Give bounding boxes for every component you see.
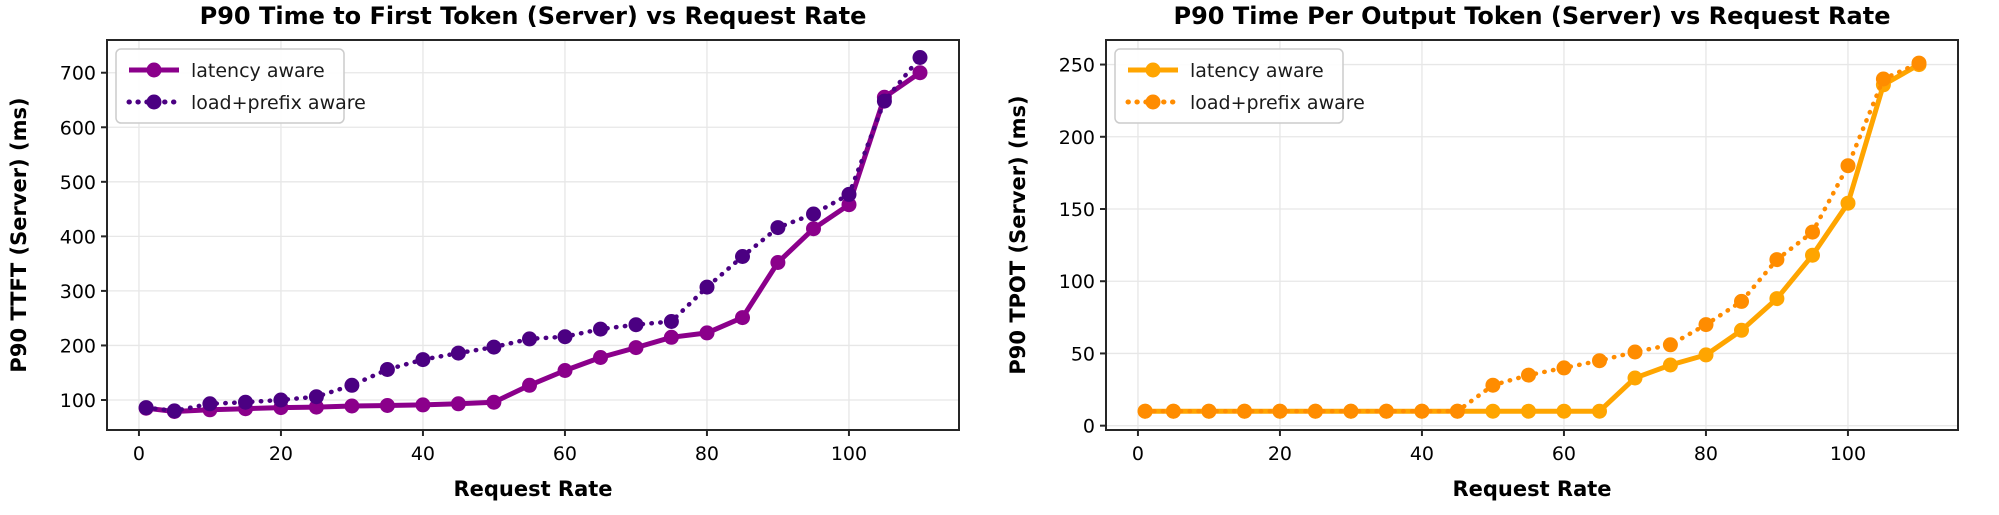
data-points <box>138 50 928 419</box>
y-tick-label: 200 <box>1059 127 1095 149</box>
ttft-chart-canvas: 0 20 40 60 80 100 100 200 300 400 500 600 700 P90 Tim… <box>7 2 960 501</box>
y-tick-label: 100 <box>1059 271 1095 293</box>
ttft-chart: 0 20 40 60 80 100 100 200 300 400 500 600 700 P90 Tim… <box>0 0 999 515</box>
tick-marks <box>1100 63 1849 436</box>
series-load-prefix-aware <box>1137 55 1927 419</box>
legend: latency aware load+prefix aware <box>115 48 366 124</box>
x-tick-label: 60 <box>553 443 577 465</box>
plot-border <box>106 39 960 431</box>
y-tick-label: 100 <box>60 390 96 412</box>
x-tick-label: 100 <box>831 443 867 465</box>
legend-sample-marker <box>1145 94 1161 110</box>
y-tick-label: 600 <box>60 117 96 139</box>
x-axis-label: Request Rate <box>1452 477 1611 501</box>
x-tick-label: 40 <box>1410 443 1434 465</box>
x-tick-label: 0 <box>1132 443 1144 465</box>
y-tick-label: 200 <box>60 335 96 357</box>
legend-sample-marker <box>146 94 162 110</box>
x-tick-label: 0 <box>133 443 145 465</box>
y-tick-label: 300 <box>60 281 96 303</box>
legend-label: latency aware <box>191 60 325 82</box>
x-tick-label: 20 <box>269 443 293 465</box>
y-tick-label: 700 <box>60 63 96 85</box>
y-tick-label: 500 <box>60 172 96 194</box>
y-tick-label: 0 <box>1083 416 1095 438</box>
legend-sample-marker <box>1145 62 1161 78</box>
y-tick-label: 250 <box>1059 55 1095 77</box>
chart-title: P90 Time to First Token (Server) vs Requ… <box>200 2 867 30</box>
y-axis-label: P90 TPOT (Server) (ms) <box>1006 95 1030 374</box>
y-tick-label: 150 <box>1059 199 1095 221</box>
legend-label: latency aware <box>1190 60 1324 82</box>
x-tick-label: 20 <box>1268 443 1292 465</box>
y-tick-label: 400 <box>60 226 96 248</box>
series-load-prefix-aware <box>138 50 928 419</box>
x-tick-label: 40 <box>411 443 435 465</box>
tick-labels: 0 20 40 60 80 100 0 50 100 150 200 250 <box>1059 55 1866 465</box>
tick-marks <box>101 71 850 436</box>
tpot-chart-canvas: 0 20 40 60 80 100 0 50 100 150 200 250 P90 Time Per … <box>1006 2 1959 501</box>
plot-border <box>1105 39 1959 431</box>
chart-title: P90 Time Per Output Token (Server) vs Re… <box>1174 2 1891 30</box>
tick-labels: 0 20 40 60 80 100 100 200 300 400 500 600 700 <box>60 63 867 465</box>
x-tick-label: 60 <box>1552 443 1576 465</box>
legend-sample-marker <box>146 62 162 78</box>
y-tick-label: 50 <box>1071 343 1095 365</box>
data-points <box>1137 55 1927 419</box>
legend-label: load+prefix aware <box>191 92 366 114</box>
x-axis-label: Request Rate <box>453 477 612 501</box>
x-tick-label: 80 <box>1694 443 1718 465</box>
y-axis-label: P90 TTFT (Server) (ms) <box>7 97 31 372</box>
gridlines <box>1106 40 1958 430</box>
x-tick-label: 100 <box>1830 443 1866 465</box>
legend: latency aware load+prefix aware <box>1114 48 1365 124</box>
tpot-chart: 0 20 40 60 80 100 0 50 100 150 200 250 P90 Time Per … <box>999 0 1998 515</box>
legend-label: load+prefix aware <box>1190 92 1365 114</box>
x-tick-label: 80 <box>695 443 719 465</box>
